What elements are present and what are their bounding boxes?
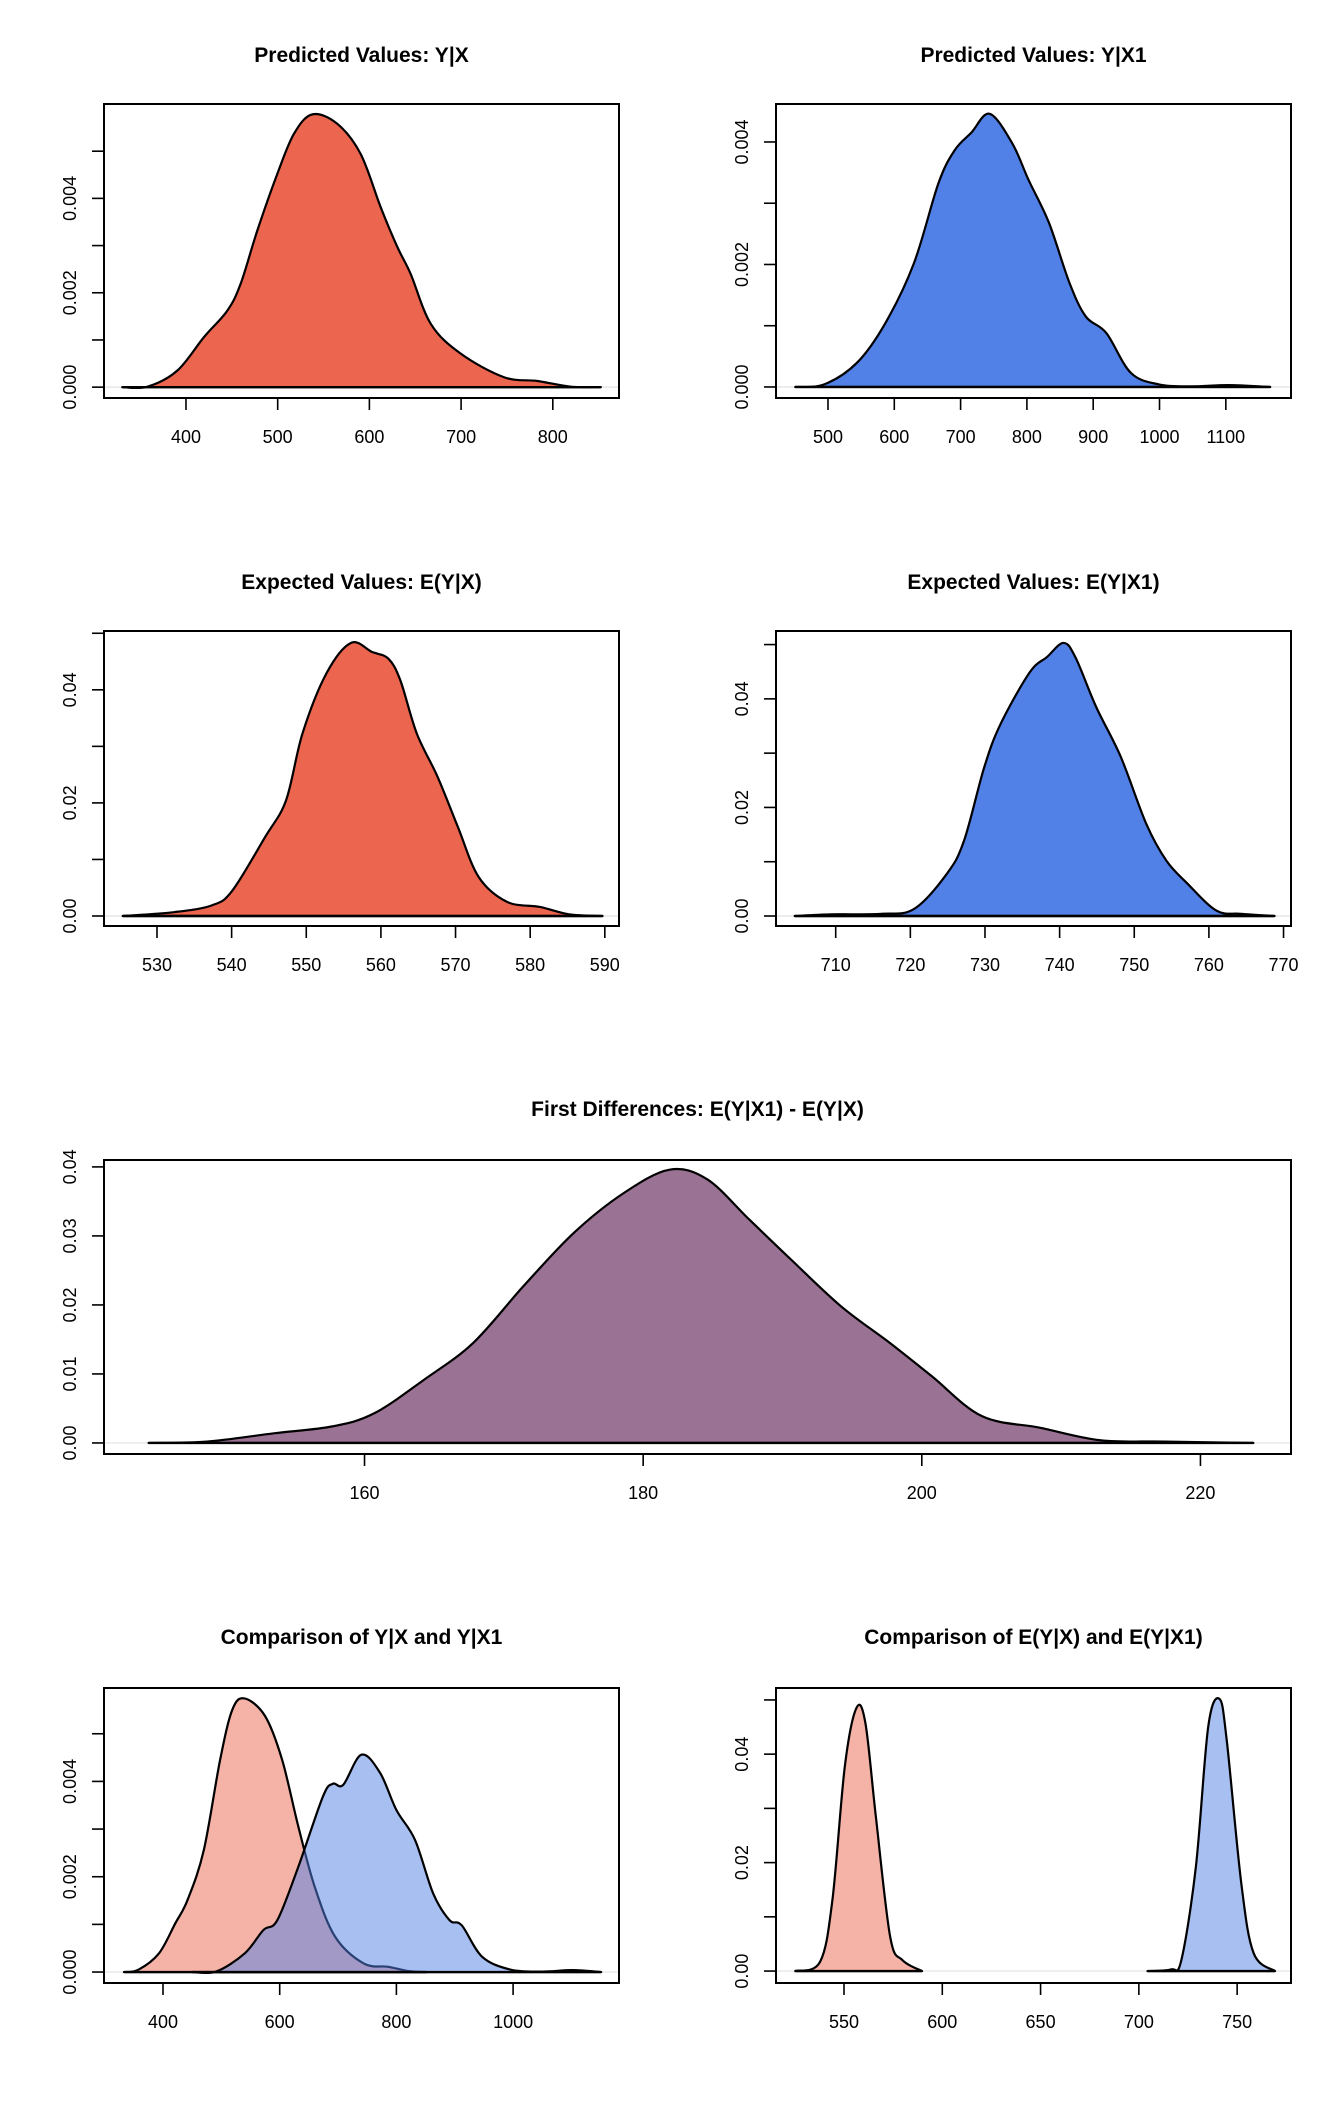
y-tick-label: 0.00 xyxy=(60,898,80,933)
panel-expected-yx: Expected Values: E(Y|X) 530 540 550 560 570 5… xyxy=(60,571,620,975)
x-tick-label: 530 xyxy=(142,955,172,975)
y-tick-label: 0.002 xyxy=(60,1854,80,1899)
x-tick-label: 900 xyxy=(1078,427,1108,447)
plot-frame xyxy=(103,1687,620,1984)
x-tick-label: 550 xyxy=(829,2012,859,2032)
x-tick-label: 730 xyxy=(970,955,1000,975)
panel-title: Predicted Values: Y|X1 xyxy=(920,44,1146,67)
density-area-y-x1 xyxy=(191,1753,603,1975)
x-tick-label: 1000 xyxy=(493,2012,533,2032)
x-tick-label: 800 xyxy=(538,427,568,447)
y-tick-label: 0.004 xyxy=(60,176,80,221)
plot-frame xyxy=(103,630,620,927)
x-tick-label: 600 xyxy=(354,427,384,447)
y-tick-label: 0.03 xyxy=(60,1218,80,1253)
density-area-e-y-x1 xyxy=(1146,1697,1277,1973)
x-tick-label: 700 xyxy=(1124,2012,1154,2032)
density-area-e-y-x1 xyxy=(793,641,1276,918)
panel-title: Comparison of Y|X and Y|X1 xyxy=(221,1626,503,1649)
x-tick-label: 590 xyxy=(590,955,620,975)
y-tick-label: 0.004 xyxy=(732,119,752,164)
y-tick-label: 0.04 xyxy=(60,672,80,707)
x-tick-label: 540 xyxy=(217,955,247,975)
y-tick-label: 0.00 xyxy=(60,1425,80,1460)
y-tick-label: 0.002 xyxy=(60,270,80,315)
density-area-y-x xyxy=(121,112,602,390)
x-tick-label: 750 xyxy=(1119,955,1149,975)
y-tick-label: 0.000 xyxy=(60,1950,80,1995)
y-tick-label: 0.00 xyxy=(732,1954,752,1989)
panel-expected-yx1: Expected Values: E(Y|X1) 710 720 730 740 750… xyxy=(732,571,1299,975)
x-tick-label: 700 xyxy=(446,427,476,447)
x-tick-label: 600 xyxy=(265,2012,295,2032)
panel-title: Expected Values: E(Y|X1) xyxy=(907,571,1159,594)
panel-title: Comparison of E(Y|X) and E(Y|X1) xyxy=(864,1626,1202,1649)
density-area-y-x1 xyxy=(794,112,1272,389)
y-tick-label: 0.04 xyxy=(60,1149,80,1184)
y-tick-label: 0.002 xyxy=(732,242,752,287)
x-tick-label: 800 xyxy=(381,2012,411,2032)
x-tick-label: 160 xyxy=(350,1483,380,1503)
x-tick-label: 740 xyxy=(1045,955,1075,975)
x-tick-label: 560 xyxy=(366,955,396,975)
y-tick-label: 0.004 xyxy=(60,1759,80,1804)
y-tick-label: 0.01 xyxy=(60,1356,80,1391)
panel-first-differences: First Differences: E(Y|X1) - E(Y|X) 160 1… xyxy=(60,1098,1292,1503)
x-tick-label: 200 xyxy=(907,1483,937,1503)
x-tick-label: 600 xyxy=(927,2012,957,2032)
density-area-e-y-x1-e-y-x xyxy=(147,1167,1255,1445)
plot-frame xyxy=(775,630,1292,927)
y-tick-label: 0.04 xyxy=(732,1737,752,1772)
y-tick-label: 0.02 xyxy=(732,790,752,825)
panel-title: Predicted Values: Y|X xyxy=(254,44,468,67)
x-tick-label: 1000 xyxy=(1139,427,1179,447)
x-tick-label: 760 xyxy=(1194,955,1224,975)
x-tick-label: 1100 xyxy=(1206,427,1245,447)
plot-frame xyxy=(103,1159,1292,1455)
y-tick-label: 0.02 xyxy=(732,1845,752,1880)
x-tick-label: 220 xyxy=(1185,1483,1215,1503)
x-tick-label: 500 xyxy=(263,427,293,447)
panel-title: First Differences: E(Y|X1) - E(Y|X) xyxy=(531,1098,864,1121)
panel-title: Expected Values: E(Y|X) xyxy=(241,571,481,594)
x-tick-label: 580 xyxy=(515,955,545,975)
panel-comparison-predicted: Comparison of Y|X and Y|X1 400 600 800 1000… xyxy=(60,1626,620,2032)
x-tick-label: 570 xyxy=(441,955,471,975)
x-tick-label: 180 xyxy=(628,1483,658,1503)
density-area-e-y-x xyxy=(121,641,604,918)
y-tick-label: 0.00 xyxy=(732,898,752,933)
x-tick-label: 750 xyxy=(1222,2012,1252,2032)
plot-frame xyxy=(775,103,1292,399)
x-tick-label: 650 xyxy=(1026,2012,1056,2032)
panel-predicted-yx1: Predicted Values: Y|X1 500 600 700 800 900 10… xyxy=(732,44,1292,447)
x-tick-label: 400 xyxy=(171,427,201,447)
y-tick-label: 0.02 xyxy=(60,1287,80,1322)
x-tick-label: 550 xyxy=(291,955,321,975)
x-tick-label: 500 xyxy=(813,427,843,447)
x-tick-label: 710 xyxy=(821,955,851,975)
x-tick-label: 770 xyxy=(1269,955,1299,975)
y-tick-label: 0.04 xyxy=(732,681,752,716)
plot-frame xyxy=(775,1687,1292,1984)
x-tick-label: 400 xyxy=(148,2012,178,2032)
y-tick-label: 0.000 xyxy=(60,365,80,410)
y-tick-label: 0.02 xyxy=(60,785,80,820)
plot-frame xyxy=(103,103,620,399)
x-tick-label: 800 xyxy=(1012,427,1042,447)
x-tick-label: 600 xyxy=(879,427,909,447)
x-tick-label: 720 xyxy=(895,955,925,975)
panel-predicted-yx: Predicted Values: Y|X 400 500 600 700 800 0.0… xyxy=(60,44,620,447)
panel-comparison-expected: Comparison of E(Y|X) and E(Y|X1) 550 600 6… xyxy=(732,1626,1292,2032)
y-tick-label: 0.000 xyxy=(732,364,752,409)
x-tick-label: 700 xyxy=(946,427,976,447)
density-area-e-y-x xyxy=(794,1703,924,1973)
